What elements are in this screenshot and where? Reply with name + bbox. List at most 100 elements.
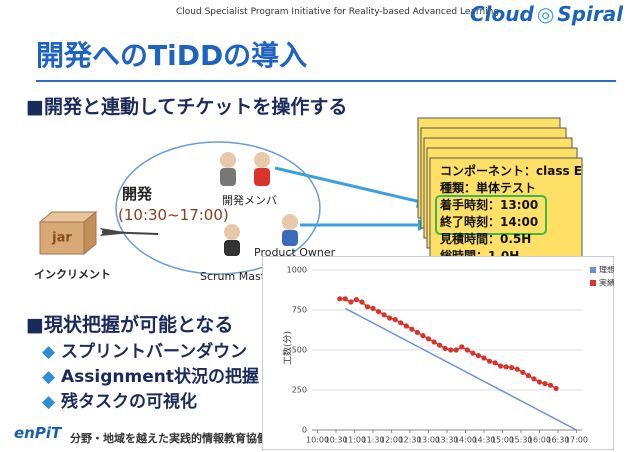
- point: [503, 364, 509, 370]
- x-tick-label: 13:30: [435, 436, 458, 445]
- sub-bullet: ◆ 残タスクの可視化: [42, 392, 197, 412]
- point: [337, 296, 343, 302]
- point: [409, 326, 415, 332]
- x-tick-label: 17:00: [565, 436, 588, 445]
- x-tick-label: 11:30: [361, 436, 384, 445]
- y-tick-label: 500: [292, 346, 307, 355]
- x-tick-label: 12:30: [398, 436, 421, 445]
- x-tick-label: 10:00: [306, 436, 329, 445]
- jar-box: jar: [38, 210, 98, 256]
- series-line: [339, 298, 557, 390]
- x-tick-label: 15:00: [491, 436, 514, 445]
- x-tick-label: 16:30: [546, 436, 569, 445]
- point: [475, 353, 482, 359]
- card-line: 見積時間：0.5H: [440, 232, 532, 246]
- people: [220, 152, 298, 256]
- bullet-main: ■開発と連動してチケットを操作する: [26, 96, 348, 118]
- bullet-main-text: 開発と連動してチケットを操作する: [43, 96, 348, 118]
- sub-bullet-text: Assignment状況の把握: [61, 367, 259, 387]
- point: [381, 312, 387, 318]
- increment-label: インクリメント: [34, 268, 111, 281]
- y-tick-label: 1000: [287, 266, 307, 275]
- jar-label: jar: [51, 231, 72, 246]
- point: [348, 299, 354, 305]
- legend-swatch: [590, 280, 596, 286]
- point: [359, 299, 365, 305]
- point: [414, 329, 421, 335]
- point: [509, 365, 515, 371]
- y-tick-label: 250: [292, 386, 307, 395]
- arrow: [101, 231, 159, 235]
- x-tick-label: 16:00: [528, 436, 551, 445]
- sub-bullet: ◆ スプリントバーンダウン: [42, 342, 248, 362]
- title-rule: [36, 80, 616, 82]
- sub-bullet-text: スプリントバーンダウン: [61, 342, 248, 362]
- series-line: [344, 307, 577, 431]
- bullet-two: ■現状把握が可能となる: [26, 314, 234, 336]
- card-line: 着手時刻：13:00: [440, 198, 539, 212]
- logo: Cloud ◎ Spiral: [470, 2, 623, 26]
- legend-swatch: [590, 267, 596, 273]
- sub-bullet: ◆ Assignment状況の把握: [42, 367, 259, 387]
- footer-logo: enPiT: [14, 424, 62, 442]
- point: [481, 355, 487, 361]
- card-line: コンポーネント：class E: [440, 164, 582, 178]
- point: [525, 373, 531, 379]
- logo-left: Cloud: [470, 2, 534, 26]
- point: [431, 339, 437, 345]
- point: [542, 381, 548, 387]
- point: [464, 347, 470, 353]
- x-tick-label: 14:00: [454, 436, 477, 445]
- chart-frame: [262, 256, 614, 450]
- point: [398, 320, 404, 326]
- x-tick-label: 11:00: [343, 436, 366, 445]
- point: [364, 304, 371, 310]
- card: [429, 157, 583, 269]
- x-tick-label: 10:30: [325, 436, 348, 445]
- members-label: 開発メンバ: [222, 194, 277, 207]
- logo-swirl: ◎: [536, 2, 555, 26]
- legend-label: 実績: [599, 278, 614, 288]
- phase-label: 開発: [122, 185, 153, 203]
- point: [370, 305, 376, 311]
- y-axis-label: 工数(分): [282, 331, 294, 365]
- point: [470, 350, 476, 356]
- card-line: 終了時刻：14:00: [440, 215, 539, 229]
- point: [342, 296, 348, 302]
- point: [425, 336, 432, 342]
- point: [536, 379, 543, 385]
- x-tick-label: 12:00: [380, 436, 403, 445]
- point: [547, 382, 554, 388]
- point: [492, 360, 498, 366]
- card-text: コンポーネント：class E 種類：単体テスト 着手時刻：13:00 終了時刻：14…: [440, 163, 582, 265]
- point: [459, 344, 465, 350]
- point: [531, 376, 537, 382]
- point: [387, 315, 393, 321]
- point: [403, 323, 409, 329]
- sub-bullet-text: 残タスクの可視化: [61, 392, 197, 412]
- point: [486, 358, 493, 364]
- x-tick-label: 15:30: [509, 436, 532, 445]
- point: [392, 317, 398, 323]
- highlight: [435, 195, 547, 235]
- point: [375, 309, 382, 315]
- point: [353, 297, 359, 303]
- chart: 工数(分) 0 250 500 750 1000 10:0010:3011:0011:30…: [262, 256, 614, 450]
- point: [498, 363, 504, 369]
- master-label: Scrum Master: [200, 270, 277, 283]
- point: [453, 347, 459, 353]
- tagline: Cloud Specialist Program Initiative for …: [176, 7, 500, 17]
- point: [514, 366, 520, 372]
- y-tick-label: 0: [302, 426, 307, 435]
- arrow: [274, 166, 426, 205]
- point: [420, 333, 426, 339]
- x-tick-label: 14:30: [472, 436, 495, 445]
- point: [448, 347, 454, 353]
- legend-label: 理想: [599, 265, 614, 275]
- sub-bullets: ◆ スプリントバーンダウン ◆ Assignment状況の把握 ◆ 残タスクの可…: [42, 340, 259, 415]
- point: [520, 369, 526, 375]
- point: [437, 342, 443, 348]
- phase-ellipse: [115, 141, 321, 275]
- title: 開発へのTiDDの導入: [36, 39, 308, 72]
